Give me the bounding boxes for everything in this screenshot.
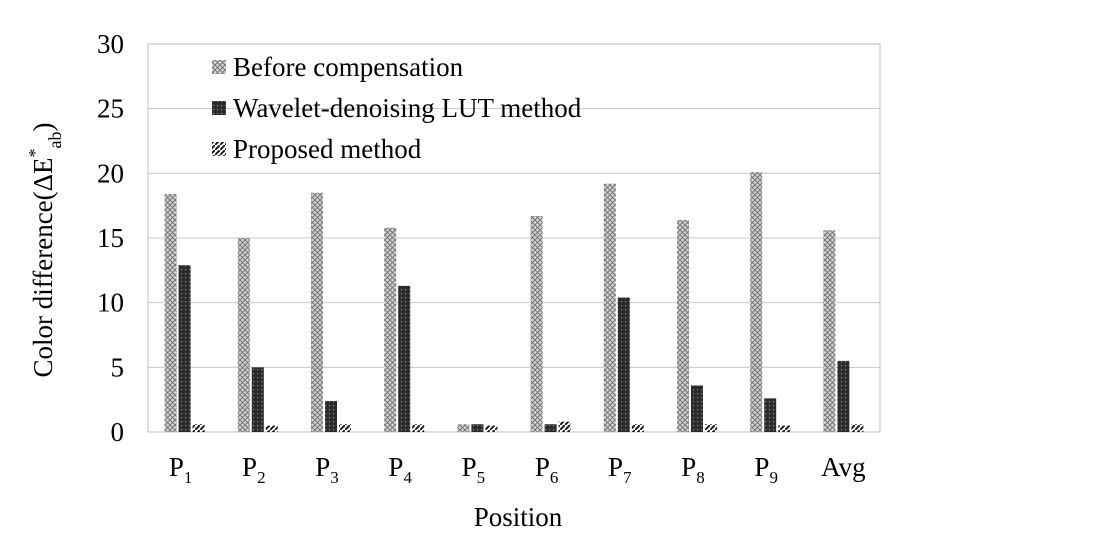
x-tick-label: Avg [821,452,866,482]
bar-dark-6 [617,297,630,432]
bar-dark-4 [471,424,484,432]
bar-dark-0 [178,265,191,432]
bar-diagonal-4 [485,425,498,432]
y-axis-label-sup: * [25,148,45,157]
y-tick-label: 20 [97,158,124,188]
bar-dark-8 [764,398,777,432]
bar-dark-7 [691,385,703,432]
x-tick-label: P5 [462,452,486,487]
x-tick-label-main: P [242,452,257,482]
legend-swatch-crosshatch [212,60,226,74]
bar-diagonal-1 [265,425,278,432]
bar-diagonal-8 [778,425,791,432]
y-axis-ticks: 0 5 10 15 20 25 30 [97,29,124,447]
bar-diagonal-2 [339,424,351,432]
bar-dark-1 [251,367,264,432]
x-tick-label-main: P [535,452,550,482]
x-tick-label: P8 [681,452,705,487]
bar-diagonal-6 [631,424,644,432]
x-tick-label-main: P [462,452,477,482]
bar-crosshatch-1 [237,238,250,432]
x-axis-label: Position [474,502,563,532]
x-tick-label-main: Avg [821,452,866,482]
bar-dark-2 [325,400,337,432]
x-tick-label-main: P [754,452,769,482]
y-tick-label: 25 [97,94,124,124]
x-tick-label-sub: 5 [477,468,486,487]
x-tick-label: P3 [315,452,339,487]
x-tick-label-sub: 3 [330,468,339,487]
y-tick-label: 5 [111,352,125,382]
y-axis-label-sub: ab [45,131,65,148]
bar-crosshatch-7 [677,219,689,432]
bar-diagonal-5 [558,421,571,432]
x-tick-label: P9 [754,452,778,487]
x-tick-label-sub: 4 [403,468,412,487]
x-tick-label: P4 [388,452,412,487]
bar-diagonal-3 [412,424,425,432]
bar-dark-3 [398,285,411,432]
x-tick-label: P2 [242,452,266,487]
legend-label: Before compensation [233,52,464,82]
y-axis-label-main: Color difference(ΔE [28,157,58,377]
x-axis-ticks: P1 P2 P3 P4 P5 P6 P7 P8 P9 Avg [169,452,866,487]
x-tick-label-main: P [315,452,330,482]
x-tick-label-main: P [388,452,403,482]
bar-crosshatch-2 [311,192,323,432]
x-tick-label-sub: 8 [696,468,705,487]
legend-swatch-diagonal [212,142,226,156]
bar-crosshatch-3 [384,227,397,432]
plot-area [147,43,881,433]
bar-diagonal-7 [705,424,717,432]
x-tick-label: P6 [535,452,559,487]
x-tick-label-main: P [608,452,623,482]
bar-crosshatch-6 [603,183,616,432]
legend-label: Wavelet-denoising LUT method [233,93,582,123]
bar-diagonal-9 [851,424,864,432]
y-axis-label-close: ) [28,122,58,131]
x-tick-label-main: P [681,452,696,482]
bar-crosshatch-9 [823,230,836,432]
legend-label: Proposed method [233,134,422,164]
bar-dark-5 [544,424,557,432]
x-tick-label-sub: 6 [550,468,559,487]
x-tick-label-main: P [169,452,184,482]
bar-crosshatch-4 [457,424,470,432]
bar-crosshatch-0 [164,194,177,432]
bars [164,172,864,433]
legend-swatch-dark [212,101,226,115]
x-tick-label: P7 [608,452,632,487]
x-tick-label: P1 [169,452,193,487]
y-tick-label: 0 [111,417,125,447]
x-tick-label-sub: 9 [769,468,778,487]
x-tick-label-sub: 1 [184,468,193,487]
y-tick-label: 30 [97,29,124,59]
x-tick-label-sub: 2 [257,468,266,487]
y-tick-label: 10 [97,288,124,318]
legend: Before compensation Wavelet-denoising LUT… [212,52,582,164]
x-tick-label-sub: 7 [623,468,632,487]
bar-crosshatch-8 [750,172,763,433]
y-tick-label: 15 [97,223,124,253]
y-axis-label: Color difference(ΔE*ab) [25,122,65,377]
bar-dark-9 [837,360,850,432]
bar-crosshatch-5 [530,216,543,432]
bar-diagonal-0 [192,424,205,432]
